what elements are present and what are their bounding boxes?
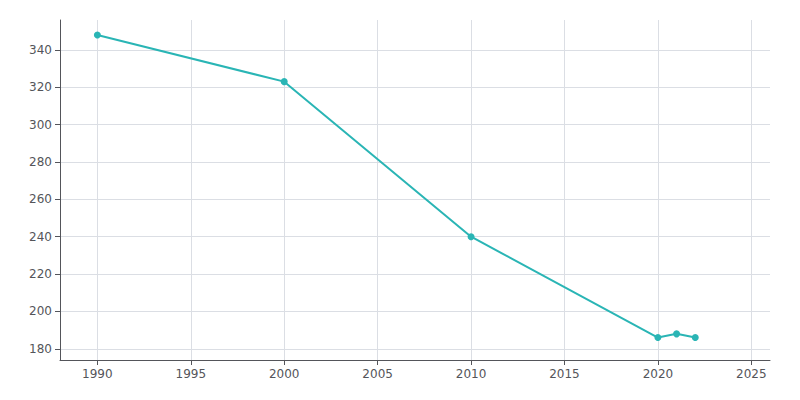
svg-text:2010: 2010: [456, 367, 487, 381]
svg-text:280: 280: [29, 155, 52, 169]
svg-text:220: 220: [29, 267, 52, 281]
svg-text:240: 240: [29, 230, 52, 244]
svg-text:300: 300: [29, 118, 52, 132]
svg-text:2020: 2020: [643, 367, 674, 381]
svg-text:200: 200: [29, 304, 52, 318]
svg-text:1990: 1990: [82, 367, 113, 381]
svg-text:2005: 2005: [362, 367, 393, 381]
svg-text:2015: 2015: [549, 367, 580, 381]
svg-text:2025: 2025: [736, 367, 767, 381]
svg-text:2000: 2000: [269, 367, 300, 381]
svg-text:1995: 1995: [176, 367, 207, 381]
svg-text:340: 340: [29, 43, 52, 57]
svg-text:180: 180: [29, 342, 52, 356]
svg-text:260: 260: [29, 192, 52, 206]
svg-text:320: 320: [29, 80, 52, 94]
